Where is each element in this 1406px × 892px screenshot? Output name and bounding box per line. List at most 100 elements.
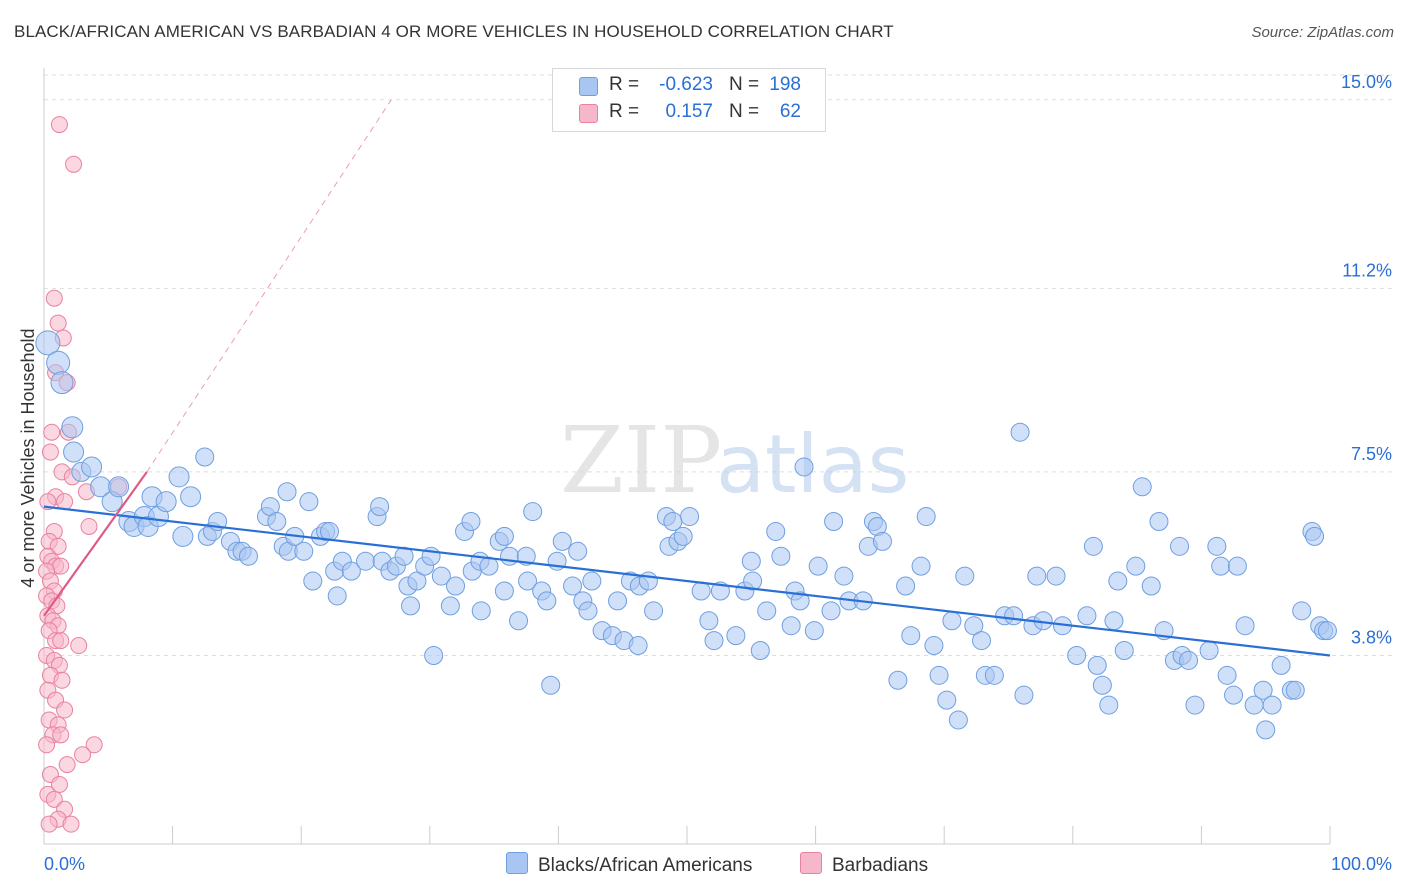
barbadian-point [45, 790, 63, 808]
x-tick-label: 100.0% [1331, 854, 1392, 874]
black-point [494, 581, 514, 601]
black-point [608, 591, 628, 611]
black-point [356, 551, 375, 571]
legend-row-blacks: R = -0.623 N = 198 [553, 74, 825, 100]
barbadian-point [52, 557, 70, 575]
black-point [1199, 641, 1219, 661]
black-point [1179, 650, 1199, 670]
black-point [46, 350, 71, 375]
black-point [704, 631, 724, 651]
legend-row-barbadians: R = 0.157 N = 62 [553, 101, 825, 127]
barbadian-point [41, 443, 59, 461]
black-point [446, 576, 466, 596]
legend-n-value: 198 [769, 74, 801, 95]
legend-r-value: -0.623 [659, 74, 713, 95]
black-point [1227, 556, 1247, 576]
black-point [896, 576, 916, 596]
black-point [1217, 665, 1237, 685]
barbadian-point [70, 637, 88, 655]
black-point [518, 571, 538, 591]
black-point [500, 546, 520, 566]
bottom-legend-blacks: Blacks/African Americans [506, 852, 752, 877]
black-point [407, 571, 427, 591]
black-point [541, 675, 561, 695]
black-point [1108, 571, 1128, 591]
black-point [1104, 611, 1124, 631]
legend-r-value: 0.157 [665, 101, 713, 122]
barbadian-point [43, 423, 61, 441]
barbadian-point [80, 517, 98, 535]
barbadian-point [53, 671, 71, 689]
y-axis-label: 4 or more Vehicles in Household [18, 328, 38, 587]
y-tick-label: 15.0% [1341, 72, 1392, 92]
black-point [267, 512, 287, 532]
black-point [168, 466, 190, 488]
barbadian-point [50, 775, 68, 793]
barbadian-point [45, 289, 63, 307]
y-tick-label: 3.8% [1351, 627, 1392, 647]
black-point [872, 531, 892, 551]
tick-labels: 3.8% 7.5% 11.2% 15.0% 0.0% 100.0% [44, 72, 1392, 874]
black-point [1256, 720, 1276, 740]
black-point [1224, 685, 1244, 705]
legend-n-label: N = [729, 74, 760, 95]
blacks-trend-line [43, 505, 1331, 657]
black-point [431, 566, 451, 586]
black-point [1317, 621, 1337, 641]
source-label: Source: ZipAtlas.com [1251, 24, 1394, 41]
black-point [341, 561, 361, 581]
black-point [50, 371, 74, 395]
black-point [1046, 566, 1066, 586]
black-point [1253, 680, 1273, 700]
black-point [699, 611, 719, 631]
barbadian-point [39, 493, 57, 511]
x-tick-label: 0.0% [44, 854, 85, 874]
black-point [771, 546, 791, 566]
black-point [1149, 512, 1169, 532]
black-point [1185, 695, 1205, 715]
black-point [911, 556, 931, 576]
black-point [888, 670, 908, 690]
legend-r-label: R = [609, 101, 640, 122]
black-point [916, 507, 936, 527]
legend-n-value: 62 [779, 101, 801, 122]
y-tick-label: 11.2% [1342, 260, 1392, 280]
black-point [790, 591, 810, 611]
legend-swatch-blue [579, 77, 598, 96]
watermark-zip: ZIP [560, 407, 722, 514]
black-point [743, 571, 763, 591]
black-point [821, 601, 841, 621]
black-point [971, 631, 991, 651]
bottom-legend-label-barbadians: Barbadians [832, 855, 929, 876]
gridlines [44, 74, 1392, 656]
black-point [523, 502, 543, 522]
legend-swatch-pink [579, 104, 598, 123]
barbadian-point [52, 632, 70, 650]
black-point [180, 486, 202, 508]
black-point [1271, 655, 1291, 675]
black-point [294, 541, 314, 561]
legend-r-label: R = [609, 74, 640, 95]
barbadians-trend-line [43, 471, 148, 617]
black-point [673, 526, 693, 546]
black-point [964, 616, 984, 636]
black-point [901, 626, 921, 646]
black-point [1170, 536, 1190, 556]
black-point [948, 710, 968, 730]
black-point [1014, 685, 1034, 705]
black-point [509, 611, 529, 631]
trend-lines [43, 99, 1331, 657]
black-point [1010, 422, 1030, 442]
black-point [424, 645, 444, 665]
bottom-legend-swatch-blue [506, 852, 528, 874]
black-point [1126, 556, 1146, 576]
black-point [741, 551, 761, 571]
black-point [929, 665, 949, 685]
barbadian-point [38, 736, 56, 754]
black-point [327, 586, 347, 606]
black-point [440, 596, 460, 616]
black-point [563, 576, 583, 596]
black-point [35, 330, 61, 356]
black-point [1285, 680, 1305, 700]
barbadian-point [58, 756, 76, 774]
